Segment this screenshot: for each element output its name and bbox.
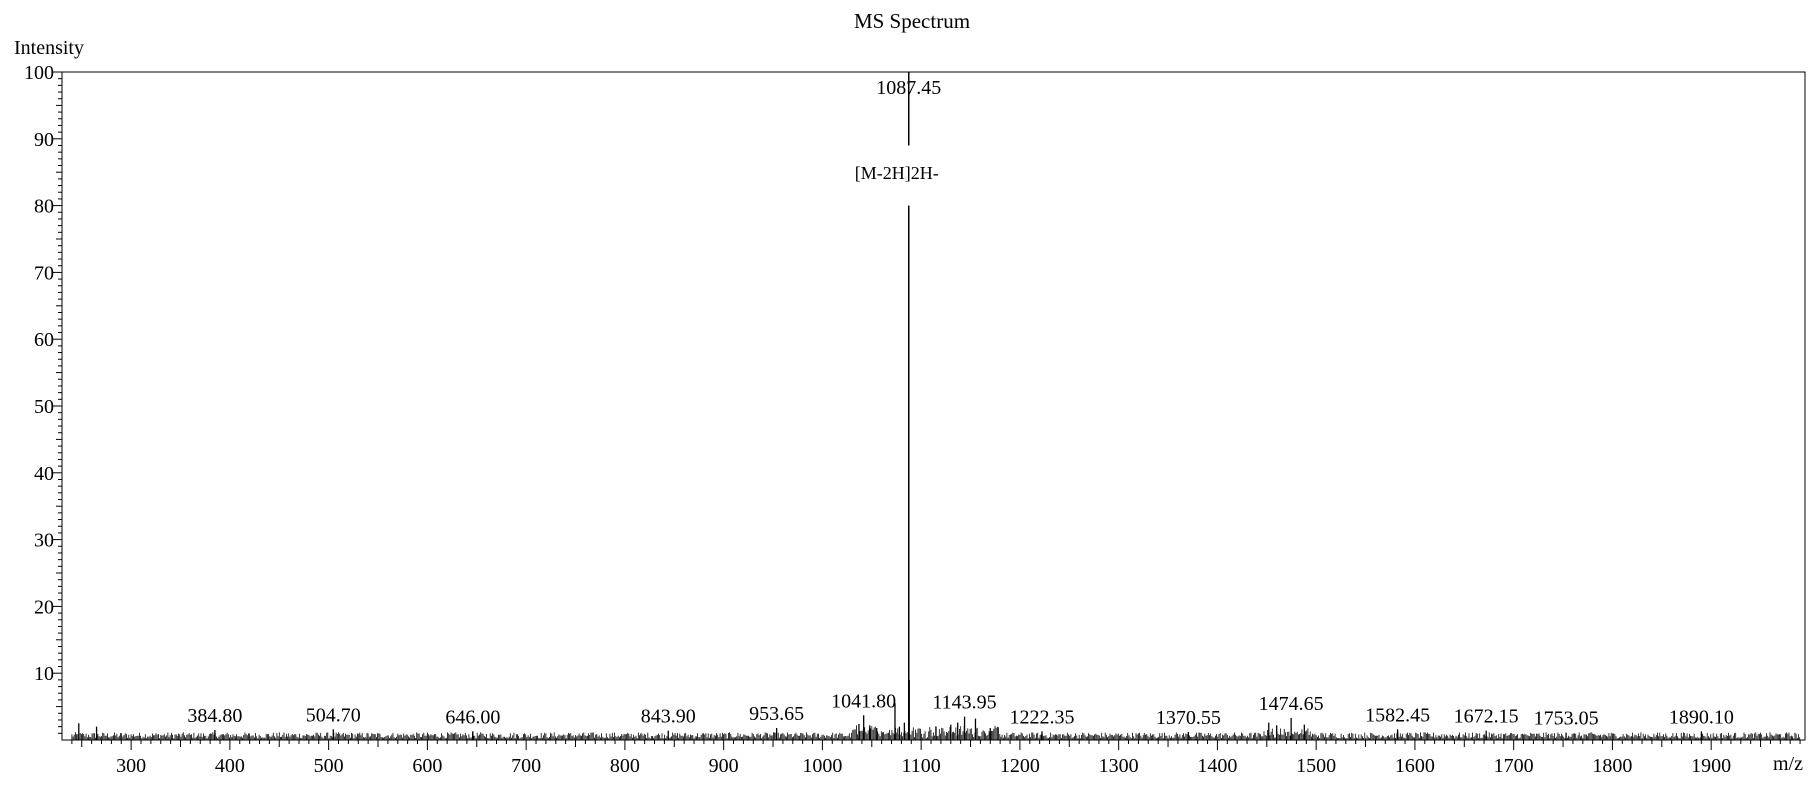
x-tick-label: 300 <box>116 755 146 777</box>
peak-label: 646.00 <box>445 706 500 728</box>
y-tick-label: 10 <box>34 663 54 685</box>
peak-labels-layer: 384.80 504.70 646.00 843.90 953.65 1041.80 114… <box>187 77 1734 730</box>
peak-label: 1672.15 <box>1454 706 1519 728</box>
x-tick-label: 1300 <box>1099 755 1139 777</box>
x-axis-label: m/z <box>1773 753 1803 775</box>
x-tick-label: 1900 <box>1691 755 1731 777</box>
peak-label: 504.70 <box>306 704 361 726</box>
peak-label: 1890.10 <box>1669 706 1734 728</box>
x-tick-label: 1100 <box>902 755 941 777</box>
y-tick-label: 50 <box>34 396 54 418</box>
x-tick-label: 500 <box>314 755 344 777</box>
y-tick-label: 90 <box>34 129 54 151</box>
x-tick-label: 800 <box>610 755 640 777</box>
chart-title: MS Spectrum <box>854 9 970 33</box>
x-tick-label: 1400 <box>1197 755 1237 777</box>
x-axis: 300 400 500 600 700 800 900 1000 1100 1200 1300 140… <box>71 740 1801 777</box>
peaks-layer <box>78 72 1703 740</box>
x-tick-label: 600 <box>412 755 442 777</box>
y-tick-label: 40 <box>34 463 54 485</box>
peak-label: 1370.55 <box>1156 707 1221 729</box>
x-tick-label: 1000 <box>802 755 842 777</box>
noise-trace <box>71 725 1801 740</box>
peak-label: 953.65 <box>749 703 804 725</box>
base-peak-label: 1087.45 <box>876 77 941 99</box>
peak-label: 843.90 <box>641 706 696 728</box>
noise-baseline <box>71 725 1801 740</box>
y-axis-label: Intensity <box>14 37 84 59</box>
x-tick-label: 1200 <box>1000 755 1040 777</box>
peak-label: 1582.45 <box>1365 704 1430 726</box>
y-tick-label: 100 <box>24 62 54 84</box>
x-tick-label: 1800 <box>1592 755 1632 777</box>
y-tick-label: 60 <box>34 329 54 351</box>
peak-label: 1474.65 <box>1259 693 1324 715</box>
x-tick-label: 400 <box>215 755 245 777</box>
peak-label: 384.80 <box>187 705 242 727</box>
x-tick-label: 900 <box>709 755 739 777</box>
base-peak-annotation: [M-2H]2H- <box>855 163 939 183</box>
y-tick-label: 80 <box>34 196 54 218</box>
peak-label: 1222.35 <box>1009 706 1074 728</box>
peak-label: 1041.80 <box>831 690 896 712</box>
peak-label: 1753.05 <box>1534 708 1599 730</box>
y-tick-label: 30 <box>34 530 54 552</box>
x-tick-label: 1500 <box>1296 755 1336 777</box>
y-axis: 10 20 30 40 50 60 70 80 90 100 <box>24 62 62 734</box>
x-tick-label: 1700 <box>1494 755 1534 777</box>
y-tick-label: 20 <box>34 596 54 618</box>
x-tick-label: 1600 <box>1395 755 1435 777</box>
y-tick-label: 70 <box>34 262 54 284</box>
x-tick-label: 700 <box>511 755 541 777</box>
peak-label: 1143.95 <box>932 692 996 714</box>
